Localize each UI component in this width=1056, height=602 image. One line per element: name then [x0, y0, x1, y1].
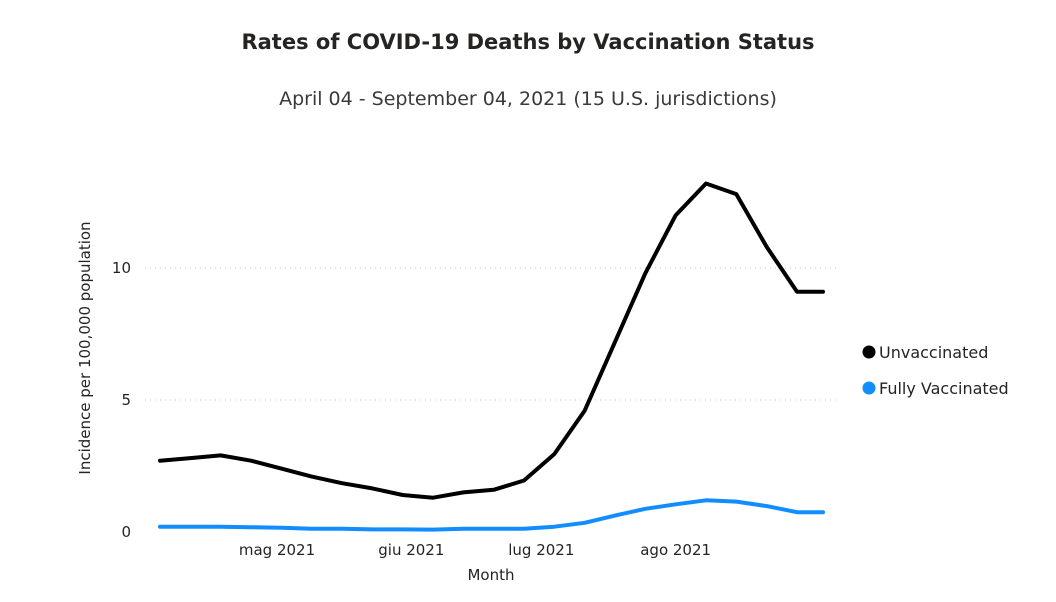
- x-tick-label-2: lug 2021: [508, 541, 574, 559]
- series-lines: [158, 181, 825, 532]
- x-axis-title: Month: [467, 566, 514, 584]
- y-tick-label-10: 10: [112, 259, 131, 277]
- legend-marker-unvaccinated: [862, 345, 876, 359]
- legend: Unvaccinated Fully Vaccinated: [862, 343, 1009, 398]
- gridlines: [145, 267, 838, 401]
- y-tick-label-5: 5: [121, 391, 131, 409]
- y-axis-ticks: 0 5 10: [112, 259, 131, 541]
- legend-marker-fully-vaccinated: [862, 381, 876, 395]
- y-axis-title: Incidence per 100,000 population: [76, 221, 94, 474]
- x-tick-label-3: ago 2021: [640, 541, 711, 559]
- chart-subtitle: April 04 - September 04, 2021 (15 U.S. j…: [279, 88, 777, 110]
- y-tick-label-0: 0: [121, 523, 131, 541]
- series-line-fully-vaccinated: [158, 498, 825, 532]
- x-axis-ticks: mag 2021 giu 2021 lug 2021 ago 2021: [239, 541, 711, 559]
- x-tick-label-0: mag 2021: [239, 541, 315, 559]
- legend-label-fully-vaccinated: Fully Vaccinated: [879, 379, 1009, 398]
- legend-label-unvaccinated: Unvaccinated: [879, 343, 988, 362]
- x-tick-label-1: giu 2021: [378, 541, 444, 559]
- chart-title: Rates of COVID-19 Deaths by Vaccination …: [241, 30, 815, 54]
- series-line-unvaccinated: [158, 181, 825, 500]
